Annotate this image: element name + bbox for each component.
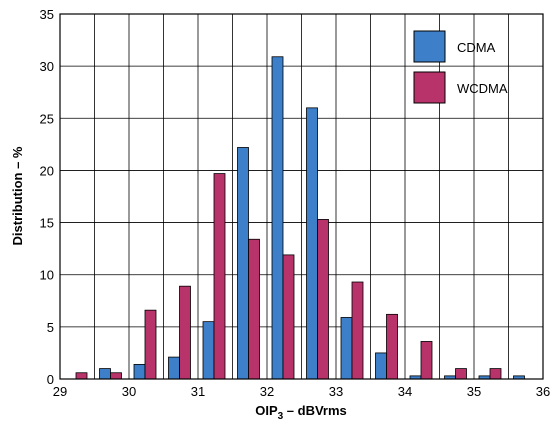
x-axis-title: OIP3 – dBVrms (255, 403, 347, 422)
x-tick-label: 35 (467, 384, 481, 399)
bar-cdma (237, 147, 249, 380)
y-tick-label: 25 (40, 111, 54, 126)
bar-cdma (99, 368, 111, 380)
x-tick-label: 36 (536, 384, 550, 399)
y-tick-label: 35 (40, 7, 54, 22)
y-tick-label: 30 (40, 59, 54, 74)
bar-wcdma (489, 368, 502, 380)
bar-wcdma (110, 372, 122, 380)
bar-wcdma (144, 309, 157, 380)
legend-label-wcdma: WCDMA (457, 81, 508, 96)
bar-wcdma (248, 238, 260, 380)
y-tick-label: 15 (40, 216, 54, 231)
bar-cdma (133, 363, 146, 380)
bar-cdma (375, 352, 387, 380)
x-tick-label: 33 (329, 384, 343, 399)
bar-wcdma (317, 219, 329, 380)
bar-wcdma (213, 173, 226, 380)
x-tick-label: 34 (398, 384, 412, 399)
legend-swatch-wcdma (413, 71, 446, 104)
x-tick-labels: 29 30 31 32 33 34 35 36 (53, 384, 550, 399)
bar-wcdma (351, 281, 364, 380)
bar-wcdma (386, 313, 398, 380)
bar-cdma (202, 321, 215, 380)
plot-frame (59, 13, 544, 380)
bar-wcdma (282, 254, 295, 380)
bar-cdma (168, 356, 180, 380)
bars (75, 56, 525, 380)
legend-swatch-cdma (413, 30, 446, 63)
bar-wcdma (75, 372, 88, 380)
bar-cdma (271, 56, 284, 380)
y-tick-label: 0 (47, 372, 54, 387)
bar-cdma (306, 107, 318, 380)
gridlines (60, 14, 543, 379)
bar-wcdma (179, 285, 191, 380)
y-tick-label: 5 (47, 320, 54, 335)
x-tick-label: 30 (122, 384, 136, 399)
y-tick-label: 10 (40, 268, 54, 283)
bar-wcdma (420, 341, 433, 380)
y-tick-label: 20 (40, 163, 54, 178)
bar-cdma (340, 317, 353, 380)
y-tick-labels: 0 5 10 15 20 25 30 35 (40, 7, 54, 387)
x-tick-label: 32 (260, 384, 274, 399)
y-axis-title: Distribution – % (10, 146, 25, 245)
x-tick-label: 29 (53, 384, 67, 399)
legend-label-cdma: CDMA (457, 40, 496, 55)
legend: CDMA WCDMA (413, 30, 508, 104)
bar-wcdma (455, 368, 467, 380)
x-tick-label: 31 (191, 384, 205, 399)
